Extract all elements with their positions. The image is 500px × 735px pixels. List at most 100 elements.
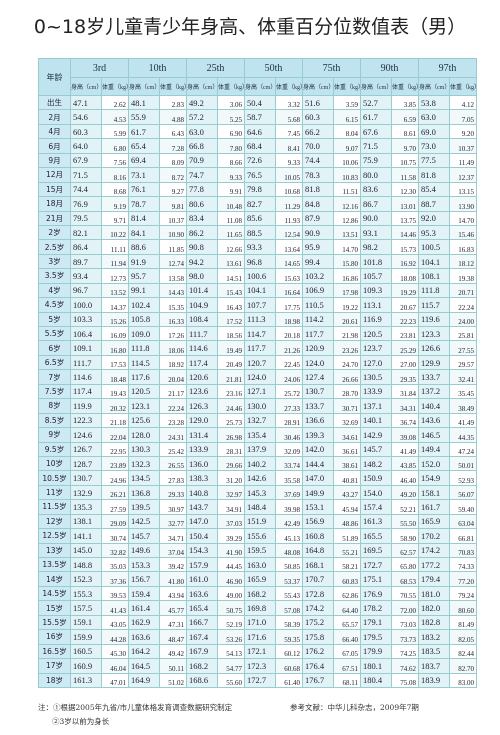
- height-cell: 114.6: [186, 340, 218, 356]
- weight-cell: 34.71: [159, 528, 187, 544]
- weight-cell: 12.74: [159, 253, 187, 270]
- height-cell: 163.6: [186, 585, 218, 602]
- weight-cell: 47.31: [159, 614, 187, 631]
- height-cell: 99.4: [302, 253, 334, 270]
- height-cell: 94.2: [186, 253, 218, 270]
- weight-cell: 19.22: [333, 297, 361, 313]
- weight-cell: 14.65: [275, 253, 303, 270]
- table-row: 18月 76.9 9.19 78.7 9.81 80.6 10.48 82.7 11.29 84.…: [38, 196, 477, 212]
- weight-cell: 27.33: [275, 398, 303, 414]
- height-cell: 130.7: [70, 470, 102, 486]
- weight-cell: 57.08: [275, 600, 303, 616]
- age-header: 年龄: [38, 58, 71, 96]
- weight-cell: 9.91: [217, 181, 245, 198]
- age-cell: 16.5岁: [38, 643, 71, 660]
- weight-cell: 26.21: [101, 484, 129, 501]
- height-cell: 167.4: [186, 629, 218, 645]
- table-row: 3.5岁 93.4 12.73 95.7 13.58 98.0 14.51 100.6 15.6…: [38, 268, 477, 284]
- height-cell: 132.7: [244, 412, 276, 429]
- height-cell: 176.2: [302, 643, 334, 660]
- height-cell: 133.7: [302, 398, 334, 414]
- height-cell: 108.1: [418, 268, 450, 284]
- weight-cell: 30.74: [101, 528, 129, 544]
- weight-cell: 26.55: [159, 455, 187, 472]
- weight-cell: 13.52: [101, 282, 129, 299]
- height-cell: 90.0: [360, 210, 392, 226]
- height-cell: 145.0: [70, 542, 102, 559]
- weight-cell: 21.18: [101, 412, 129, 429]
- weight-cell: 35.03: [101, 556, 129, 573]
- weight-cell: 70.55: [391, 585, 419, 602]
- weight-cell: 8.04: [333, 123, 361, 140]
- table-row: 7岁 114.6 18.48 117.6 20.04 120.6 21.81 124.0 24.…: [38, 369, 477, 385]
- height-cell: 82.1: [70, 224, 102, 241]
- weight-cell: 20.49: [217, 354, 245, 371]
- weight-cell: 2.83: [159, 94, 187, 111]
- weight-cell: 23.89: [101, 455, 129, 472]
- weight-cell: 29.57: [449, 354, 477, 371]
- height-cell: 104.1: [244, 282, 276, 299]
- weight-cell: 14.43: [159, 282, 187, 299]
- weight-cell: 13.90: [449, 196, 477, 212]
- height-cell: 67.6: [360, 123, 392, 140]
- weight-cell: 30.71: [333, 398, 361, 414]
- height-cell: 95.7: [128, 268, 160, 284]
- height-cell: 83.6: [360, 181, 392, 198]
- height-cell: 159.5: [244, 542, 276, 559]
- weight-cell: 20.67: [391, 297, 419, 313]
- weight-cell: 23.81: [391, 325, 419, 342]
- height-cell: 165.4: [186, 600, 218, 616]
- height-cell: 177.2: [418, 556, 450, 573]
- height-cell: 143.7: [186, 499, 218, 515]
- weight-cell: 32.82: [101, 542, 129, 559]
- table-row: 12.5岁 141.1 30.74 145.7 34.71 150.4 39.29 155.6…: [38, 528, 477, 544]
- height-cell: 58.7: [244, 109, 276, 125]
- height-cell: 111.8: [128, 340, 160, 356]
- weight-cell: 4.53: [101, 109, 129, 125]
- weight-cell: 43.94: [159, 585, 187, 602]
- height-cell: 168.6: [186, 672, 218, 688]
- height-cell: 154.3: [186, 542, 218, 559]
- height-cell: 136.6: [302, 412, 334, 429]
- weight-cell: 14.51: [217, 268, 245, 284]
- weight-cell: 8.72: [159, 167, 187, 183]
- height-cell: 149.9: [302, 484, 334, 501]
- weight-cell: 26.66: [333, 369, 361, 385]
- height-cell: 146.5: [418, 427, 450, 443]
- weight-cell: 43.05: [101, 614, 129, 631]
- weight-cell: 6.80: [101, 138, 129, 154]
- height-cell: 109.1: [70, 340, 102, 356]
- weight-cell: 17.52: [217, 311, 245, 328]
- weight-cell: 60.83: [333, 571, 361, 587]
- height-cell: 64.6: [244, 123, 276, 140]
- height-cell: 96.8: [244, 253, 276, 270]
- weight-cell: 15.80: [333, 253, 361, 270]
- weight-cell: 48.86: [333, 513, 361, 530]
- table-row: 6月 64.0 6.80 65.4 7.28 66.8 7.80 68.4 8.41 70.0 9.…: [38, 138, 477, 154]
- height-cell: 183.9: [418, 672, 450, 688]
- height-cell: 95.9: [302, 239, 334, 255]
- height-cell: 117.7: [244, 340, 276, 356]
- weight-cell: 49.20: [391, 484, 419, 501]
- height-cell: 129.0: [186, 412, 218, 429]
- height-cell: 156.9: [302, 513, 334, 530]
- weight-cell: 29.33: [159, 484, 187, 501]
- height-cell: 104.9: [186, 297, 218, 313]
- weight-cell: 10.37: [159, 210, 187, 226]
- weight-cell: 6.90: [217, 123, 245, 140]
- weight-cell: 7.80: [217, 138, 245, 154]
- height-cell: 182.8: [418, 614, 450, 631]
- weight-cell: 12.66: [217, 239, 245, 255]
- height-cell: 140.8: [186, 484, 218, 501]
- weight-cell: 18.48: [101, 369, 129, 385]
- weight-cell: 24.70: [333, 354, 361, 371]
- weight-cell: 50.75: [217, 600, 245, 616]
- age-cell: 2.5岁: [38, 239, 71, 255]
- weight-cell: 25.81: [449, 325, 477, 342]
- height-cell: 111.3: [244, 311, 276, 328]
- height-cell: 127.1: [244, 383, 276, 400]
- height-cell: 157.5: [70, 600, 102, 616]
- height-cell: 100.6: [244, 268, 276, 284]
- height-cell: 53.8: [418, 94, 450, 111]
- weight-cell: 39.98: [275, 499, 303, 515]
